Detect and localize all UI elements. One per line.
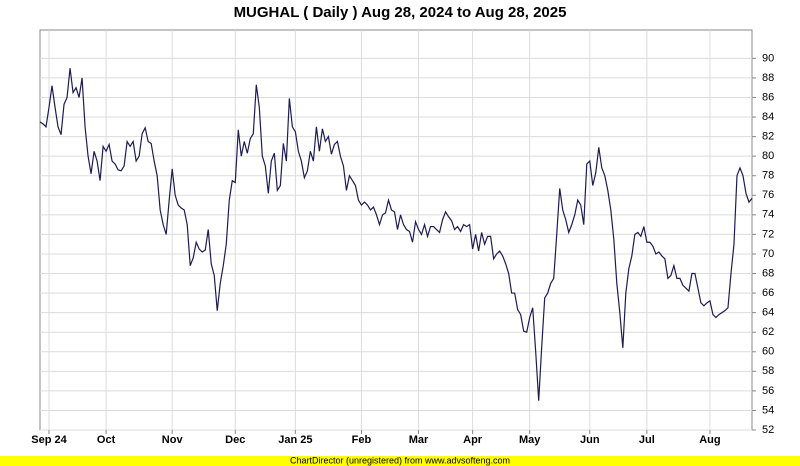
y-tick-label: 82 — [762, 131, 774, 143]
x-tick-label: Dec — [225, 434, 245, 446]
y-tick-label: 70 — [762, 248, 774, 260]
y-tick-label: 56 — [762, 385, 774, 397]
y-tick-label: 90 — [762, 52, 774, 64]
footer: ChartDirector (unregistered) from www.ad… — [290, 455, 510, 465]
y-tick-label: 58 — [762, 365, 774, 377]
y-tick-label: 66 — [762, 287, 774, 299]
y-tick-label: 86 — [762, 91, 774, 103]
x-tick-label: Nov — [162, 434, 184, 446]
x-tick-label: May — [519, 434, 541, 446]
x-tick-label: Aug — [699, 434, 720, 446]
x-tick-label: Mar — [409, 434, 429, 446]
y-tick-label: 62 — [762, 326, 774, 338]
x-tick-label: Jun — [580, 434, 600, 446]
y-tick-label: 88 — [762, 72, 774, 84]
chart-title: MUGHAL ( Daily ) Aug 28, 2024 to Aug 28,… — [234, 4, 567, 21]
footer-bar — [0, 456, 800, 466]
y-tick-label: 80 — [762, 150, 774, 162]
y-tick-label: 64 — [762, 307, 774, 319]
x-tick-label: Jul — [639, 434, 655, 446]
x-tick-label: Feb — [352, 434, 372, 446]
y-tick-label: 54 — [762, 404, 774, 416]
y-tick-label: 76 — [762, 189, 774, 201]
x-tick-label: Oct — [97, 434, 116, 446]
x-tick-label: Apr — [463, 434, 483, 446]
y-tick-label: 74 — [762, 209, 774, 221]
y-tick-label: 60 — [762, 346, 774, 358]
y-tick-label: 84 — [762, 111, 774, 123]
y-tick-label: 52 — [762, 424, 774, 436]
plot-area — [39, 29, 753, 431]
x-tick-label: Jan 25 — [278, 434, 312, 446]
y-tick-label: 68 — [762, 267, 774, 279]
y-tick-label: 78 — [762, 170, 774, 182]
y-tick-label: 72 — [762, 228, 774, 240]
x-tick-label: Sep 24 — [31, 434, 67, 446]
price-line — [39, 68, 753, 401]
